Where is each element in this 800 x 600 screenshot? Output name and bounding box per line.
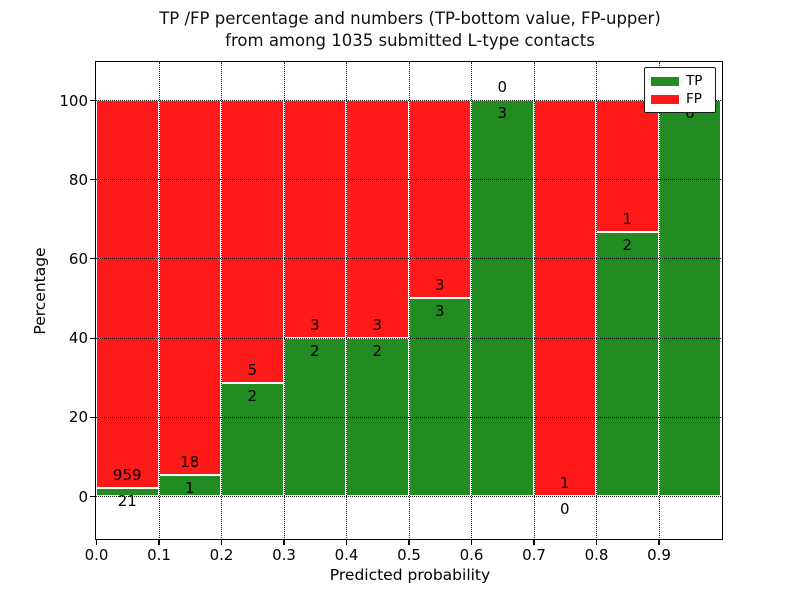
legend-swatch-tp-icon — [651, 76, 679, 86]
bar-count-label-fp: 959 — [112, 465, 142, 484]
y-tick-label: 80 — [68, 170, 88, 189]
y-tick-mark — [90, 416, 95, 418]
plot-inner: 959211815232323303101206 — [96, 62, 721, 538]
x-tick-label: 0.7 — [522, 546, 546, 564]
x-tick-mark — [470, 540, 473, 545]
bar-segment-tp — [596, 231, 659, 496]
y-tick-mark — [90, 258, 95, 260]
x-tick-label: 0.5 — [397, 546, 421, 564]
bar-count-label-tp: 2 — [372, 341, 383, 360]
legend-entry-tp: TP — [651, 74, 709, 88]
x-tick-label: 0.9 — [647, 546, 671, 564]
grid-line-vertical — [596, 62, 597, 538]
x-tick-mark — [658, 540, 660, 545]
y-tick-label: 100 — [59, 91, 88, 110]
x-tick-label: 0.6 — [459, 546, 484, 564]
x-tick-label: 0.1 — [147, 546, 171, 564]
x-tick-mark — [408, 540, 410, 545]
y-tick-label: 20 — [68, 408, 88, 427]
bar-segment-fp — [346, 100, 409, 338]
bar-segment-fp — [158, 100, 221, 476]
chart-title-line1: TP /FP percentage and numbers (TP-bottom… — [159, 9, 661, 28]
bar-count-label-tp: 2 — [247, 386, 258, 405]
bar-count-label-fp: 1 — [559, 474, 570, 492]
bar-count-label-fp: 18 — [180, 453, 200, 472]
legend-swatch-fp-icon — [651, 94, 679, 104]
x-tick-mark — [533, 540, 535, 545]
grid-line-vertical — [158, 62, 160, 538]
legend-label-fp: FP — [686, 91, 702, 107]
bar-count-label-tp: 1 — [184, 479, 195, 498]
grid-line-vertical — [283, 62, 285, 538]
chart-title-line2: from among 1035 submitted L-type contact… — [225, 31, 595, 50]
bar-segment-fp — [533, 100, 596, 496]
bar-count-label-tp: 2 — [622, 235, 633, 254]
bar-count-label-tp: 3 — [434, 302, 445, 320]
bar-segment-tp — [221, 382, 284, 496]
x-tick-mark — [220, 540, 223, 545]
y-tick-mark — [90, 495, 95, 498]
chart-title: TP /FP percentage and numbers (TP-bottom… — [96, 8, 724, 52]
y-tick-label: 0 — [78, 487, 88, 506]
y-axis-label: Percentage — [31, 247, 49, 335]
bar-count-label-tp: 3 — [497, 104, 508, 122]
bar-count-label-fp: 5 — [247, 360, 258, 379]
bar-count-label-fp: 0 — [497, 78, 508, 96]
x-tick-label: 0.8 — [584, 546, 609, 564]
bar-count-label-fp: 3 — [434, 276, 445, 294]
x-tick-mark — [158, 540, 160, 545]
x-tick-mark — [345, 540, 348, 545]
bar-segment-tp — [658, 100, 721, 496]
grid-line-vertical — [533, 62, 535, 538]
bar-segment-fp — [221, 100, 284, 383]
bar-count-label-fp: 1 — [622, 209, 633, 228]
bar-count-label-fp: 3 — [309, 315, 320, 334]
bar-segment-fp — [408, 100, 471, 298]
x-tick-mark — [283, 540, 285, 545]
x-tick-label: 0.4 — [334, 546, 359, 564]
bar-count-label-tp: 2 — [309, 341, 320, 360]
grid-line-vertical — [408, 62, 410, 538]
bar-segment-tp — [471, 100, 534, 496]
y-tick-mark — [90, 179, 95, 181]
y-tick-mark — [90, 99, 95, 102]
bar-segment-fp — [283, 100, 346, 338]
bar-count-label-tp: 0 — [559, 500, 570, 518]
x-tick-label: 0.0 — [84, 546, 109, 564]
legend-entry-fp: FP — [651, 92, 709, 106]
bar-segment-tp — [283, 337, 346, 496]
plot-area: 959211815232323303101206 — [95, 61, 723, 540]
bar-segment-fp — [96, 100, 159, 488]
bar-count-label-tp: 6 — [684, 104, 695, 122]
x-axis-label: Predicted probability — [329, 566, 491, 584]
y-tick-label: 60 — [68, 249, 88, 268]
y-tick-label: 40 — [68, 329, 88, 348]
x-tick-mark — [595, 540, 598, 545]
x-tick-label: 0.2 — [209, 546, 234, 564]
legend: TP FP — [644, 67, 716, 113]
grid-line-vertical — [471, 62, 472, 538]
x-tick-mark — [95, 540, 98, 545]
bar-count-label-fp: 3 — [372, 315, 383, 334]
grid-line-vertical — [658, 62, 660, 538]
legend-label-tp: TP — [686, 73, 703, 89]
bar-segment-tp — [96, 487, 159, 496]
y-tick-mark — [90, 337, 95, 339]
bar-segment-tp — [408, 298, 471, 496]
bar-count-label-tp: 21 — [117, 491, 137, 510]
grid-line-vertical — [221, 62, 222, 538]
grid-line-vertical — [346, 62, 347, 538]
x-tick-label: 0.3 — [272, 546, 296, 564]
